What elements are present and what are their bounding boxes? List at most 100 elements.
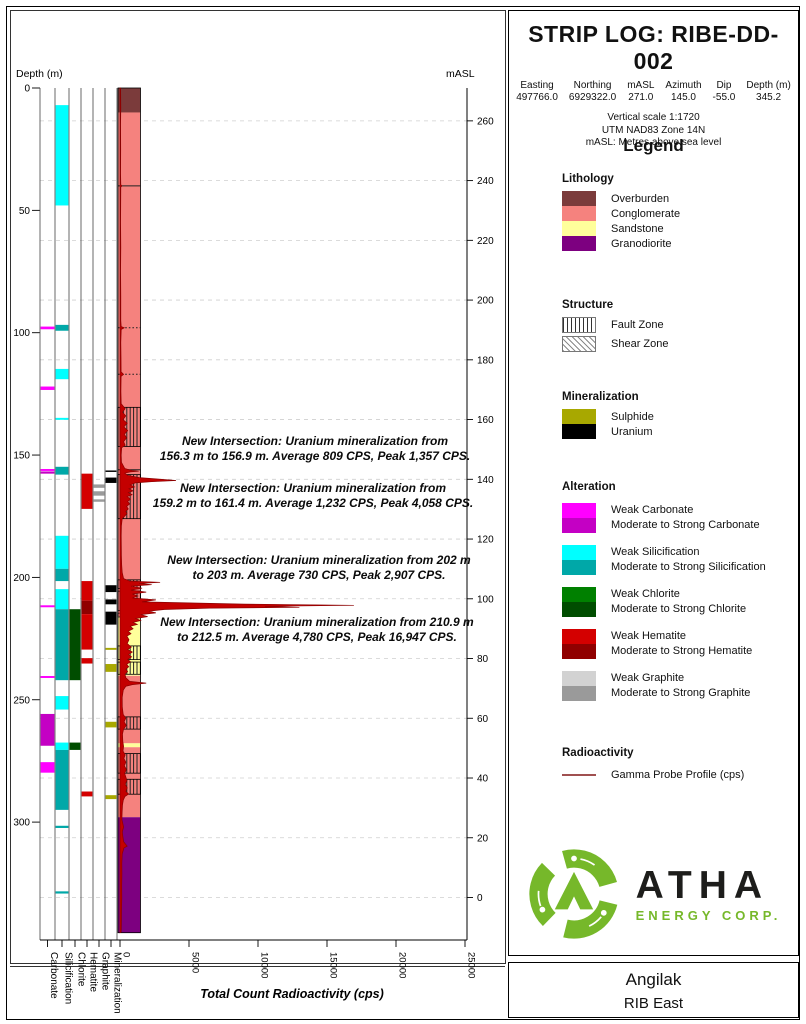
silicification-interval (55, 324, 69, 331)
strong-label: Moderate to Strong Carbonate (611, 519, 760, 531)
legend-item-label: Granodiorite (611, 237, 672, 250)
weak-swatch (562, 587, 596, 602)
x-axis-tick-label: 25000 (466, 952, 477, 978)
hematite-interval (81, 581, 93, 601)
graphite-interval (93, 484, 105, 488)
collar-field-value: 6929322.0 (568, 92, 617, 103)
legend-mineralization: Mineralization Sulphide Uranium (562, 391, 788, 439)
silicification-interval (55, 589, 69, 610)
x-axis-tick-label: 5000 (190, 952, 201, 973)
masl-tick-label: 200 (477, 296, 494, 307)
weak-label: Weak Chlorite (611, 588, 680, 600)
hematite-interval (81, 791, 93, 797)
legend-radioactivity-item: Gamma Probe Profile (cps) (562, 769, 788, 781)
atha-logo-icon (528, 849, 619, 939)
annotation-line: to 212.5 m. Average 4,780 CPS, Peak 16,9… (177, 629, 457, 644)
collar-field-label: Dip (716, 80, 732, 91)
mineralization-interval (105, 664, 117, 672)
annotation-line: New Intersection: Uranium mineralization… (179, 481, 447, 495)
legend-swatch (562, 221, 596, 236)
legend-swatch (562, 191, 596, 206)
mineralization-interval (105, 470, 117, 472)
legend-mineralization-items: Sulphide Uranium (562, 409, 788, 439)
weak-swatch (562, 545, 596, 560)
legend-alteration-items: Weak Carbonate Moderate to Strong Carbona… (562, 503, 788, 701)
depth-tick-label: 50 (19, 206, 31, 217)
collar-field-label: Easting (520, 80, 554, 91)
masl-tick-label: 20 (477, 833, 489, 844)
legend-item-label: Sandstone (611, 222, 664, 235)
column-label: Carbonate (48, 952, 59, 999)
strong-label: Moderate to Strong Chlorite (611, 603, 747, 615)
carbonate-interval (40, 605, 55, 608)
hematite-interval (81, 473, 93, 509)
legend-radioactivity: Radioactivity Gamma Probe Profile (cps) (562, 747, 788, 781)
collar-field-value: 145.0 (670, 92, 696, 103)
legend-structure: Structure Fault Zone Shear Zone (562, 299, 788, 355)
annotation-line: 156.3 m to 156.9 m. Average 809 CPS, Pea… (159, 448, 471, 463)
legend-item-labels: Weak Graphite Moderate to Strong Graphite (596, 671, 750, 701)
collar-field: mASL 271.0 (627, 80, 654, 104)
silicification-interval (55, 696, 69, 710)
graphite-interval (93, 491, 105, 496)
annotation-intersection-4: New Intersection: Uranium mineralization… (140, 615, 494, 644)
weak-swatch (562, 503, 596, 518)
collar-field: Depth (m) 345.2 (746, 80, 790, 104)
legend-item: Overburden (562, 191, 788, 206)
lithology-interval (118, 88, 141, 113)
annotation-intersection-1: New Intersection: Uranium mineralization… (145, 434, 485, 463)
masl-tick-label: 220 (477, 236, 494, 247)
annotation-line: New Intersection: Uranium mineralization… (167, 553, 471, 567)
shear-zone-swatch (562, 336, 596, 352)
legend-item-labels: Weak Chlorite Moderate to Strong Chlorite (596, 587, 746, 617)
project-name: Angilak (625, 970, 682, 989)
strong-label: Moderate to Strong Silicification (611, 561, 766, 573)
gamma-probe-profile (119, 87, 354, 934)
logo-subtext: ENERGY CORP. (635, 907, 782, 923)
carbonate-interval (40, 326, 55, 330)
x-axis-title: Total Count Radioactivity (cps) (200, 987, 384, 1001)
scale-notes: Vertical scale 1:1720 UTM NAD83 Zone 14N… (509, 112, 798, 150)
x-axis-tick-label: 20000 (397, 952, 408, 978)
column-label: Graphite (100, 952, 111, 991)
legend-item-label: Conglomerate (611, 207, 681, 220)
strip-log-sheet-border (10, 10, 506, 964)
depth-axis-title: Depth (m) (16, 68, 63, 80)
hematite-interval (81, 614, 93, 650)
column-label: Mineralization (112, 952, 123, 1014)
chlorite-interval (69, 742, 81, 750)
legend-swatch (562, 236, 596, 251)
atha-logo-wordmark: ATHA ENERGY CORP. (635, 865, 782, 923)
legend-swatch (562, 424, 596, 439)
legend-item-label: Gamma Probe Profile (cps) (611, 769, 745, 781)
hematite-interval (81, 600, 93, 615)
mineralization-interval (105, 599, 117, 605)
annotation-line: 159.2 m to 161.4 m. Average 1,232 CPS, P… (152, 495, 474, 510)
info-panel: STRIP LOG: RIBE-DD-002 Easting 497766.0 No… (508, 10, 799, 956)
masl-tick-label: 40 (477, 774, 489, 785)
carbonate-interval (40, 713, 55, 746)
x-axis-tick-label: 0 (121, 952, 132, 957)
note: mASL: Metres above sea level (585, 137, 722, 148)
strong-label: Moderate to Strong Hematite (611, 645, 753, 657)
silicification-interval (55, 825, 69, 828)
depth-tick-label: 300 (13, 818, 30, 829)
company-logo: ATHA ENERGY CORP. (509, 839, 798, 949)
legend-swatch (562, 409, 596, 424)
chlorite-interval (69, 609, 81, 681)
masl-tick-label: 0 (477, 893, 483, 904)
column-label: Chlorite (76, 952, 87, 987)
annotation-intersection-3: New Intersection: Uranium mineralization… (148, 553, 490, 582)
depth-tick-label: 200 (13, 573, 30, 584)
weak-swatch (562, 629, 596, 644)
mineralization-interval (105, 647, 117, 650)
legend-item: Sandstone (562, 221, 788, 236)
legend-section-title: Radioactivity (562, 747, 634, 759)
x-axis-tick-label: 15000 (328, 952, 339, 978)
annotation-line: to 203 m. Average 730 CPS, Peak 2,907 CP… (192, 567, 446, 582)
collar-field-label: Northing (573, 80, 612, 91)
masl-tick-label: 180 (477, 355, 494, 366)
legend-item: Weak Hematite Moderate to Strong Hematite (562, 629, 788, 659)
depth-tick-label: 150 (13, 451, 30, 462)
